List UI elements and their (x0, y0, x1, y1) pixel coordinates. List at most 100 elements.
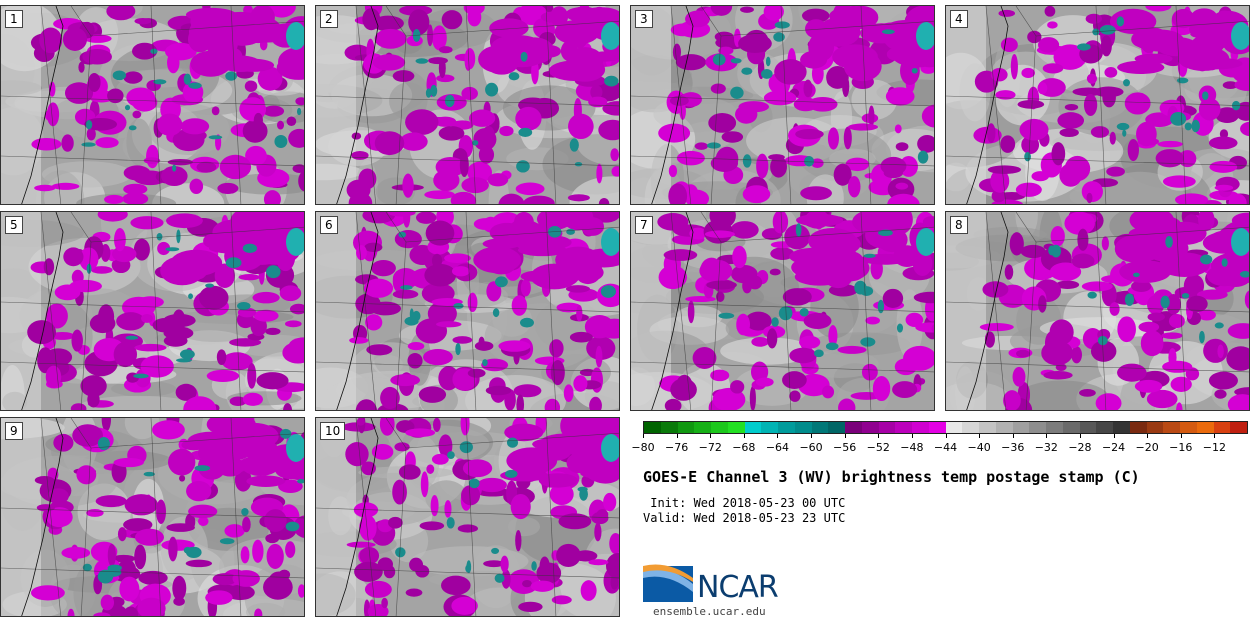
colorbar-segment (828, 422, 845, 433)
colorbar-segment (979, 422, 996, 433)
colorbar-segment (1230, 422, 1247, 433)
stamp-panel-4: 4 (945, 5, 1250, 205)
colorbar-segment (1113, 422, 1130, 433)
stamp-panel-10: 10 (315, 417, 620, 617)
colorbar-segment (711, 422, 728, 433)
colorbar-segment (962, 422, 979, 433)
figure-title: GOES-E Channel 3 (WV) brightness temp po… (643, 468, 1140, 486)
tick-label: −28 (1068, 441, 1092, 454)
wv-map (1, 418, 304, 616)
valid-time: Valid: Wed 2018-05-23 23 UTC (643, 511, 846, 525)
colorbar-tick (1180, 434, 1182, 438)
colorbar-segment (694, 422, 711, 433)
colorbar-segment (1079, 422, 1097, 433)
stamp-panel-2: 2 (315, 5, 620, 205)
tick-label: −36 (1001, 441, 1025, 454)
stamp-number: 5 (5, 216, 23, 234)
colorbar-segment (895, 422, 912, 433)
init-time: Init: Wed 2018-05-23 00 UTC (643, 496, 846, 510)
stamp-panel-3: 3 (630, 5, 935, 205)
colorbar-segment (727, 422, 745, 433)
colorbar-segment (845, 422, 862, 433)
colorbar-tick (844, 434, 846, 438)
stamp-number: 3 (635, 10, 653, 28)
colorbar-segment (1129, 422, 1147, 433)
tick-label: −60 (799, 441, 823, 454)
colorbar-tick (1214, 434, 1216, 438)
tick-label: −12 (1202, 441, 1226, 454)
colorbar-segment (644, 422, 661, 433)
tick-label: −24 (1101, 441, 1126, 454)
stamp-panel-5: 5 (0, 211, 305, 411)
colorbar-segment (1213, 422, 1231, 433)
colorbar-tick (911, 434, 913, 438)
tick-label: −20 (1135, 441, 1159, 454)
colorbar-tick (676, 434, 678, 438)
stamp-number: 10 (320, 422, 346, 440)
stamp-number: 4 (950, 10, 968, 28)
colorbar-tick (1012, 434, 1014, 438)
colorbar-segment (1062, 422, 1080, 433)
colorbar-tick (743, 434, 745, 438)
colorbar-segment (660, 422, 678, 433)
site-url: ensemble.ucar.edu (653, 605, 766, 618)
stamp-number: 1 (5, 10, 23, 28)
colorbar-segment (1146, 422, 1164, 433)
wv-map (316, 212, 619, 410)
wv-map (946, 6, 1249, 204)
tick-label: −32 (1034, 441, 1058, 454)
tick-label: −72 (698, 441, 722, 454)
colorbar-segment (878, 422, 896, 433)
colorbar-tick (643, 434, 644, 438)
wv-map (316, 418, 619, 616)
colorbar-segment (861, 422, 879, 433)
colorbar-tick (945, 434, 947, 438)
colorbar-segment (677, 422, 695, 433)
colorbar-segment (995, 422, 1013, 433)
wv-map (1, 212, 304, 410)
stamp-panel-8: 8 (945, 211, 1250, 411)
stamp-number: 6 (320, 216, 338, 234)
ncar-logo-icon (643, 564, 693, 602)
stamp-number: 9 (5, 422, 23, 440)
stamp-panel-9: 9 (0, 417, 305, 617)
wv-map (316, 6, 619, 204)
wv-map (631, 6, 934, 204)
colorbar-tick (1147, 434, 1149, 438)
tick-label: −76 (665, 441, 689, 454)
tick-label: −52 (866, 441, 890, 454)
wv-map (946, 212, 1249, 410)
tick-label: −64 (765, 441, 790, 454)
colorbar-segment (1196, 422, 1214, 433)
colorbar-segment (912, 422, 929, 433)
tick-label: −80 (631, 441, 655, 454)
colorbar-ticks: −80 −76 −72 −68 −64 −60 −56 −52 −48 −44 … (631, 434, 1248, 458)
colorbar-tick (878, 434, 880, 438)
tick-label: −56 (833, 441, 857, 454)
tick-label: −48 (900, 441, 924, 454)
colorbar-segment (1180, 422, 1197, 433)
colorbar-segment (811, 422, 829, 433)
logo-text: NCAR (697, 570, 779, 605)
colorbar-tick (710, 434, 712, 438)
wv-map (631, 212, 934, 410)
colorbar-segment (928, 422, 946, 433)
colorbar-segment (1029, 422, 1046, 433)
stamp-number: 2 (320, 10, 338, 28)
colorbar-segment (744, 422, 762, 433)
colorbar-segment (945, 422, 963, 433)
colorbar (643, 421, 1248, 434)
colorbar-segment (761, 422, 778, 433)
colorbar-segment (778, 422, 795, 433)
colorbar-tick (777, 434, 779, 438)
stamp-panel-6: 6 (315, 211, 620, 411)
tick-label: −44 (933, 441, 958, 454)
tick-label: −40 (967, 441, 991, 454)
colorbar-segment (1096, 422, 1113, 433)
colorbar-tick (1079, 434, 1081, 438)
colorbar-segment (1046, 422, 1063, 433)
stamp-number: 7 (635, 216, 653, 234)
stamp-panel-1: 1 (0, 5, 305, 205)
colorbar-segment (794, 422, 812, 433)
colorbar-segment (1012, 422, 1030, 433)
